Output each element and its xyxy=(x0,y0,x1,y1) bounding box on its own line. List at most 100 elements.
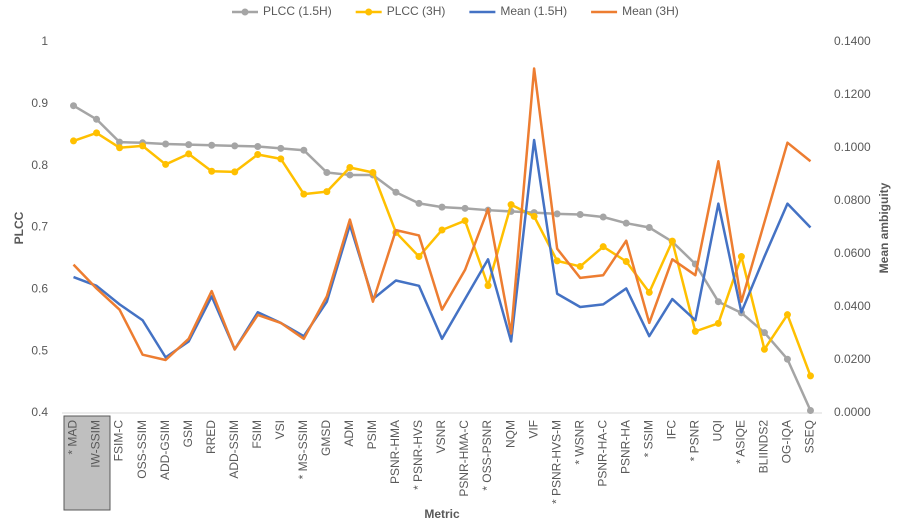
series-marker xyxy=(461,204,469,212)
x-axis-title: Metric xyxy=(424,507,460,521)
x-tick-label: VSNR xyxy=(434,420,448,454)
series-marker xyxy=(277,144,285,152)
y2-tick-label: 0.0600 xyxy=(834,246,871,260)
series-marker xyxy=(116,144,124,152)
series-marker xyxy=(622,258,630,266)
x-tick-label: GMSD xyxy=(319,420,333,456)
x-tick-label: * OSS-PSNR xyxy=(480,420,494,491)
series-marker xyxy=(714,298,722,306)
x-tick-label: PSNR-HMA xyxy=(388,420,402,484)
series-marker xyxy=(668,237,676,245)
series-marker xyxy=(783,355,791,363)
series-marker xyxy=(139,142,147,150)
series-marker xyxy=(346,164,354,172)
series-marker xyxy=(737,253,745,261)
y-tick-label: 0.4 xyxy=(31,405,48,419)
series-marker xyxy=(760,329,768,337)
series-marker xyxy=(208,167,216,175)
series-marker xyxy=(530,212,538,220)
series-line xyxy=(72,67,812,362)
series-marker xyxy=(208,141,216,149)
series-marker xyxy=(553,257,561,265)
y-tick-label: 0.5 xyxy=(31,343,48,357)
x-tick-label: * PSNR xyxy=(688,420,702,462)
series-marker xyxy=(346,171,354,179)
x-tick-label: PSIM xyxy=(365,420,379,449)
series-marker xyxy=(438,203,446,211)
legend-label: Mean (1.5H) xyxy=(500,4,567,18)
series-marker xyxy=(438,226,446,234)
y2-tick-label: 0.1000 xyxy=(834,140,871,154)
x-tick-label: SSEQ xyxy=(803,420,817,453)
x-tick-label: IFC xyxy=(664,420,678,440)
x-tick-label: GSM xyxy=(181,420,195,447)
legend-marker xyxy=(365,8,373,16)
y-tick-label: 0.9 xyxy=(31,96,48,110)
series-marker xyxy=(70,137,78,145)
x-tick-label: BLIINDS2 xyxy=(757,420,771,474)
series-marker xyxy=(323,188,331,196)
x-tick-label: * MS-SSIM xyxy=(296,420,310,479)
y2-tick-label: 0.1400 xyxy=(834,34,871,48)
x-tick-label: OG-IQA xyxy=(780,420,794,463)
series-marker xyxy=(714,319,722,327)
x-tick-label: * ASIQE xyxy=(734,420,748,464)
x-tick-label: ADD-SSIM xyxy=(227,420,241,479)
series-marker xyxy=(162,140,170,148)
x-tick-label: PSNR-HA-C xyxy=(595,420,609,487)
x-tick-label: FSIM-C xyxy=(112,420,126,462)
series-marker xyxy=(760,345,768,353)
series-marker xyxy=(185,150,193,158)
x-tick-label: * PSNR-HVS xyxy=(411,420,425,490)
y-tick-label: 0.7 xyxy=(31,220,48,234)
y2-tick-label: 0.0000 xyxy=(834,405,871,419)
legend-marker xyxy=(241,8,249,16)
series-marker xyxy=(691,327,699,335)
series-marker xyxy=(369,168,377,176)
x-tick-label: PSNR-HA xyxy=(618,420,632,474)
x-tick-label: * PSNR-HVS-M xyxy=(549,420,563,504)
legend-label: PLCC (1.5H) xyxy=(263,4,332,18)
series-marker xyxy=(461,217,469,225)
series-marker xyxy=(162,160,170,168)
series-marker xyxy=(300,190,308,198)
y2-tick-label: 0.0400 xyxy=(834,299,871,313)
x-tick-label: RRED xyxy=(204,420,218,454)
series-marker xyxy=(599,213,607,221)
series-marker xyxy=(806,372,814,380)
series-marker xyxy=(622,219,630,227)
series-marker xyxy=(185,141,193,149)
series-marker xyxy=(484,282,492,290)
series-marker xyxy=(507,201,515,209)
x-tick-label: VIF xyxy=(526,420,540,439)
series-line xyxy=(73,138,812,359)
series-marker xyxy=(576,211,584,219)
series-marker xyxy=(415,253,423,261)
series-marker xyxy=(599,243,607,251)
legend-label: Mean (3H) xyxy=(622,4,679,18)
x-tick-label: UQI xyxy=(711,420,725,441)
y2-tick-label: 0.0800 xyxy=(834,193,871,207)
series-marker xyxy=(300,146,308,154)
y2-tick-label: 0.0200 xyxy=(834,352,871,366)
x-tick-label: ADM xyxy=(342,420,356,447)
x-tick-label: IW-SSIM xyxy=(89,420,103,468)
x-tick-label: * MAD xyxy=(66,420,80,455)
series-marker xyxy=(645,224,653,231)
series-marker xyxy=(231,168,239,176)
x-tick-label: ADD-GSIM xyxy=(158,420,172,480)
series-marker xyxy=(415,199,423,207)
series-marker xyxy=(645,288,653,296)
series-marker xyxy=(806,407,814,415)
series-marker xyxy=(254,142,262,150)
x-tick-label: VSI xyxy=(273,420,287,439)
series-marker xyxy=(323,168,331,176)
series-marker xyxy=(116,138,124,146)
legend-label: PLCC (3H) xyxy=(387,4,446,18)
y-axis-title: PLCC xyxy=(12,211,26,244)
y-tick-label: 1 xyxy=(41,34,48,48)
highlight-box xyxy=(63,415,111,511)
series-marker xyxy=(783,311,791,319)
series-marker xyxy=(392,188,400,196)
